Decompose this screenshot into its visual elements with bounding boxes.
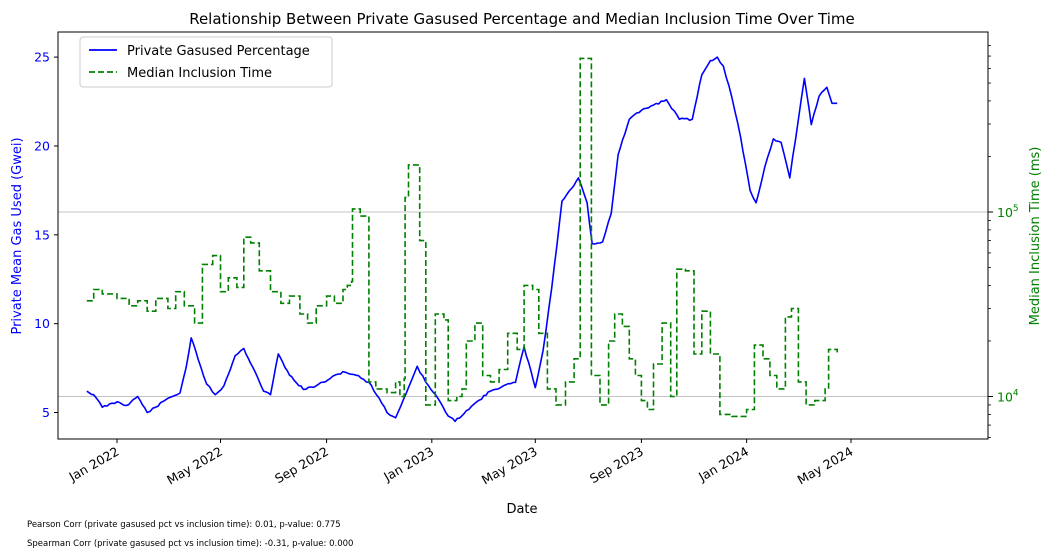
y-right-tick-label: 104 [997,389,1019,405]
series-line-median-inclusion [86,57,838,418]
y-left-tick-label: 15 [34,227,50,242]
y-right-tick-label: 105 [997,204,1019,220]
y-axis-left-label: Private Mean Gas Used (Gwei) [10,137,25,334]
x-tick-label: Jan 2024 [695,444,751,485]
grid-lines [58,211,988,397]
x-axis: Jan 2022 May 2022 Sep 2022 Jan 2023 May 2023… [65,439,856,488]
plot-frame [57,31,989,440]
x-tick-label: May 2022 [164,444,225,488]
pearson-footnote: Pearson Corr (private gasused pct vs inc… [27,520,341,530]
x-tick-label: Sep 2023 [587,444,646,487]
y-axis-right: 104 105 [988,44,1019,438]
x-tick-label: May 2023 [479,444,540,488]
y-axis-left: 5 10 15 20 25 [34,50,58,420]
x-axis-label: Date [506,502,537,517]
spearman-footnote: Spearman Corr (private gasused pct vs in… [27,539,354,549]
series-lines [86,56,838,423]
y-left-tick-label: 20 [34,138,50,153]
series-line-private-gasused [86,56,838,423]
y-left-tick-label: 5 [42,405,50,420]
y-left-tick-label: 25 [34,50,50,65]
legend: Private Gasused Percentage Median Inclus… [79,36,333,88]
x-tick-label: Jan 2023 [380,444,436,485]
legend-label-series-2: Median Inclusion Time [127,66,272,81]
y-left-tick-label: 10 [34,316,50,331]
legend-label-series-1: Private Gasused Percentage [127,44,310,59]
chart-title: Relationship Between Private Gasused Per… [189,10,855,28]
y-axis-right-label: Median Inclusion Time (ms) [1028,147,1043,326]
x-tick-label: Jan 2022 [65,444,121,485]
x-tick-label: Sep 2022 [272,444,331,487]
legend-box [79,36,333,88]
x-tick-label: May 2024 [795,444,856,488]
